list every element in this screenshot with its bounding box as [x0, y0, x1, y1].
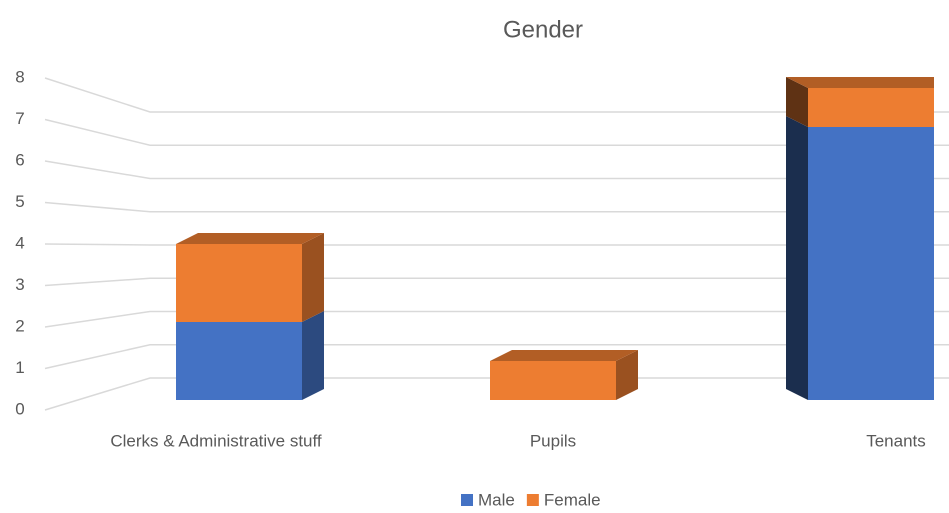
grid-line	[44, 377, 949, 411]
bar-side	[616, 350, 638, 400]
grid-line	[44, 201, 949, 213]
x-tick-label: Pupils	[530, 431, 576, 450]
legend-swatch	[526, 494, 539, 506]
bar-front	[808, 88, 934, 127]
bar-top	[176, 233, 324, 244]
bar-segment	[490, 350, 638, 400]
bar-segment	[176, 233, 324, 322]
grid-line	[44, 77, 949, 113]
bar-side	[786, 116, 808, 400]
bar-top	[786, 77, 934, 88]
bar-side	[302, 233, 324, 322]
bar-segment	[786, 116, 934, 400]
y-tick-label: 8	[15, 67, 24, 86]
bar-front	[808, 127, 934, 400]
y-tick-label: 7	[15, 109, 24, 128]
y-tick-label: 3	[15, 275, 24, 294]
bar-front	[176, 322, 302, 400]
legend-label: Male	[478, 490, 515, 509]
x-tick-label: Clerks & Administrative stuff	[110, 431, 322, 450]
y-tick-label: 1	[15, 358, 24, 377]
y-tick-label: 4	[15, 233, 24, 252]
bar-front	[176, 244, 302, 322]
y-tick-label: 5	[15, 192, 24, 211]
y-tick-label: 6	[15, 150, 24, 169]
y-tick-label: 0	[15, 399, 24, 418]
grid-line	[44, 277, 949, 287]
bar-segment	[176, 311, 324, 400]
legend-swatch	[461, 494, 473, 506]
bar-top	[490, 350, 638, 361]
bar-segment	[786, 77, 934, 127]
chart-title: Gender	[503, 16, 583, 43]
grid-line	[44, 118, 949, 146]
bar-side	[302, 311, 324, 400]
grid-line	[44, 243, 949, 246]
grid-line	[44, 344, 949, 370]
grid-line	[44, 160, 949, 180]
grid-line	[44, 310, 949, 328]
y-tick-label: 2	[15, 316, 24, 335]
legend-label: Female	[544, 490, 601, 509]
bar-side	[786, 77, 808, 127]
x-tick-label: Tenants	[866, 431, 926, 450]
bar-front	[490, 361, 616, 400]
